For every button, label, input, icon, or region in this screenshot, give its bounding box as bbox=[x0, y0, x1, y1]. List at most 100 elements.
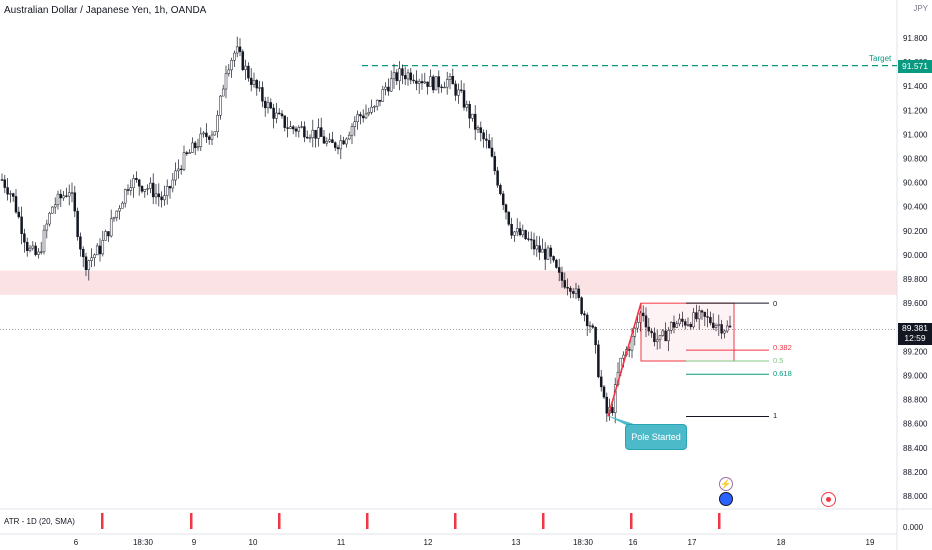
candle-body bbox=[370, 106, 373, 113]
candle-body bbox=[126, 189, 130, 191]
y-tick-label: 88.200 bbox=[903, 468, 928, 477]
candle-body bbox=[714, 325, 718, 328]
candle-body bbox=[67, 192, 71, 197]
atr-marker bbox=[366, 513, 369, 529]
candle-body bbox=[101, 240, 105, 255]
candle-body bbox=[417, 81, 421, 84]
candle-body bbox=[154, 193, 158, 198]
candle-body bbox=[647, 326, 651, 332]
candle-body bbox=[403, 75, 407, 80]
candle-body bbox=[510, 224, 513, 236]
candle-body bbox=[490, 147, 494, 157]
y-tick-label: 90.800 bbox=[903, 155, 928, 164]
candle-body bbox=[121, 202, 124, 209]
candle-body bbox=[255, 80, 259, 89]
x-tick-label: 13 bbox=[512, 538, 521, 547]
candle-body bbox=[157, 193, 161, 198]
candle-body bbox=[347, 134, 351, 140]
candle-body bbox=[314, 129, 317, 139]
candle-body bbox=[238, 46, 242, 52]
lightning-icon[interactable]: ⚡ bbox=[719, 477, 733, 491]
candle-body bbox=[319, 127, 323, 137]
record-icon[interactable] bbox=[821, 492, 836, 507]
candle-body bbox=[249, 77, 253, 85]
candle-body bbox=[706, 316, 709, 318]
candle-body bbox=[160, 196, 163, 201]
candle-body bbox=[252, 80, 256, 85]
chart-title: Australian Dollar / Japanese Yen, 1h, OA… bbox=[4, 5, 207, 16]
candle-body bbox=[535, 245, 539, 250]
support-zone bbox=[0, 270, 897, 295]
fib-label-05: 0.5 bbox=[773, 356, 784, 365]
candle-body bbox=[655, 339, 659, 342]
candle-body bbox=[524, 230, 527, 239]
candle-body bbox=[627, 349, 631, 351]
candle-body bbox=[591, 325, 595, 328]
candle-body bbox=[14, 196, 18, 213]
candle-body bbox=[294, 128, 298, 132]
candle-body bbox=[76, 210, 79, 238]
candle-body bbox=[487, 140, 491, 149]
candle-body bbox=[98, 245, 102, 255]
candle-body bbox=[23, 233, 26, 243]
x-tick-label: 18:30 bbox=[133, 538, 154, 547]
candle-body bbox=[529, 239, 533, 241]
candle-body bbox=[678, 318, 681, 325]
candle-body bbox=[317, 127, 320, 139]
candle-body bbox=[177, 168, 180, 172]
candle-body bbox=[149, 182, 152, 189]
candle-body bbox=[709, 317, 712, 324]
flag-channel bbox=[640, 302, 735, 362]
candle-body bbox=[711, 322, 715, 328]
candle-body bbox=[258, 87, 261, 89]
fib-label-0: 0 bbox=[773, 299, 778, 308]
candle-body bbox=[137, 179, 141, 187]
candle-body bbox=[423, 81, 427, 84]
candle-body bbox=[115, 210, 119, 218]
candle-body bbox=[163, 195, 166, 201]
candle-body bbox=[171, 179, 175, 189]
candle-body bbox=[471, 113, 474, 119]
candle-body bbox=[272, 107, 275, 119]
candle-body bbox=[73, 192, 77, 212]
candle-body bbox=[499, 185, 502, 195]
candle-body bbox=[457, 89, 460, 96]
candle-body bbox=[513, 231, 516, 236]
candle-body bbox=[221, 88, 225, 97]
candle-body bbox=[602, 386, 606, 398]
candle-body bbox=[356, 114, 359, 122]
candle-body bbox=[135, 178, 138, 181]
y-tick-label: 91.000 bbox=[903, 130, 928, 139]
calendar-event-icon[interactable] bbox=[719, 492, 733, 506]
candle-body bbox=[235, 46, 239, 54]
target-label: Target bbox=[869, 54, 892, 63]
y-tick-label: 90.000 bbox=[903, 251, 928, 260]
indicator-label[interactable]: ATR - 1D (20, SMA) bbox=[4, 517, 75, 526]
candle-body bbox=[286, 127, 289, 129]
candle-body bbox=[224, 73, 228, 90]
candle-body bbox=[353, 121, 357, 127]
current-price: 89.381 bbox=[902, 323, 928, 333]
candle-body bbox=[275, 112, 278, 119]
candle-body bbox=[473, 113, 477, 130]
bar-countdown: 12:59 bbox=[904, 333, 926, 343]
y-tick-label: 89.000 bbox=[903, 371, 928, 380]
candle-body bbox=[387, 86, 390, 92]
candle-body bbox=[179, 168, 183, 171]
callout-pointer bbox=[606, 415, 640, 426]
pole-started-callout[interactable]: Pole Started bbox=[625, 424, 687, 450]
candle-body bbox=[580, 297, 583, 314]
x-tick-label: 18:30 bbox=[573, 538, 594, 547]
candle-body bbox=[653, 332, 656, 342]
candle-body bbox=[6, 187, 9, 195]
candle-body bbox=[443, 86, 446, 89]
candle-body bbox=[468, 104, 471, 119]
candle-body bbox=[462, 90, 466, 108]
candle-body bbox=[669, 322, 673, 331]
candle-body bbox=[448, 76, 452, 80]
candle-body bbox=[364, 113, 368, 119]
candle-body bbox=[672, 322, 676, 328]
candle-body bbox=[527, 238, 530, 240]
candle-body bbox=[53, 204, 57, 208]
